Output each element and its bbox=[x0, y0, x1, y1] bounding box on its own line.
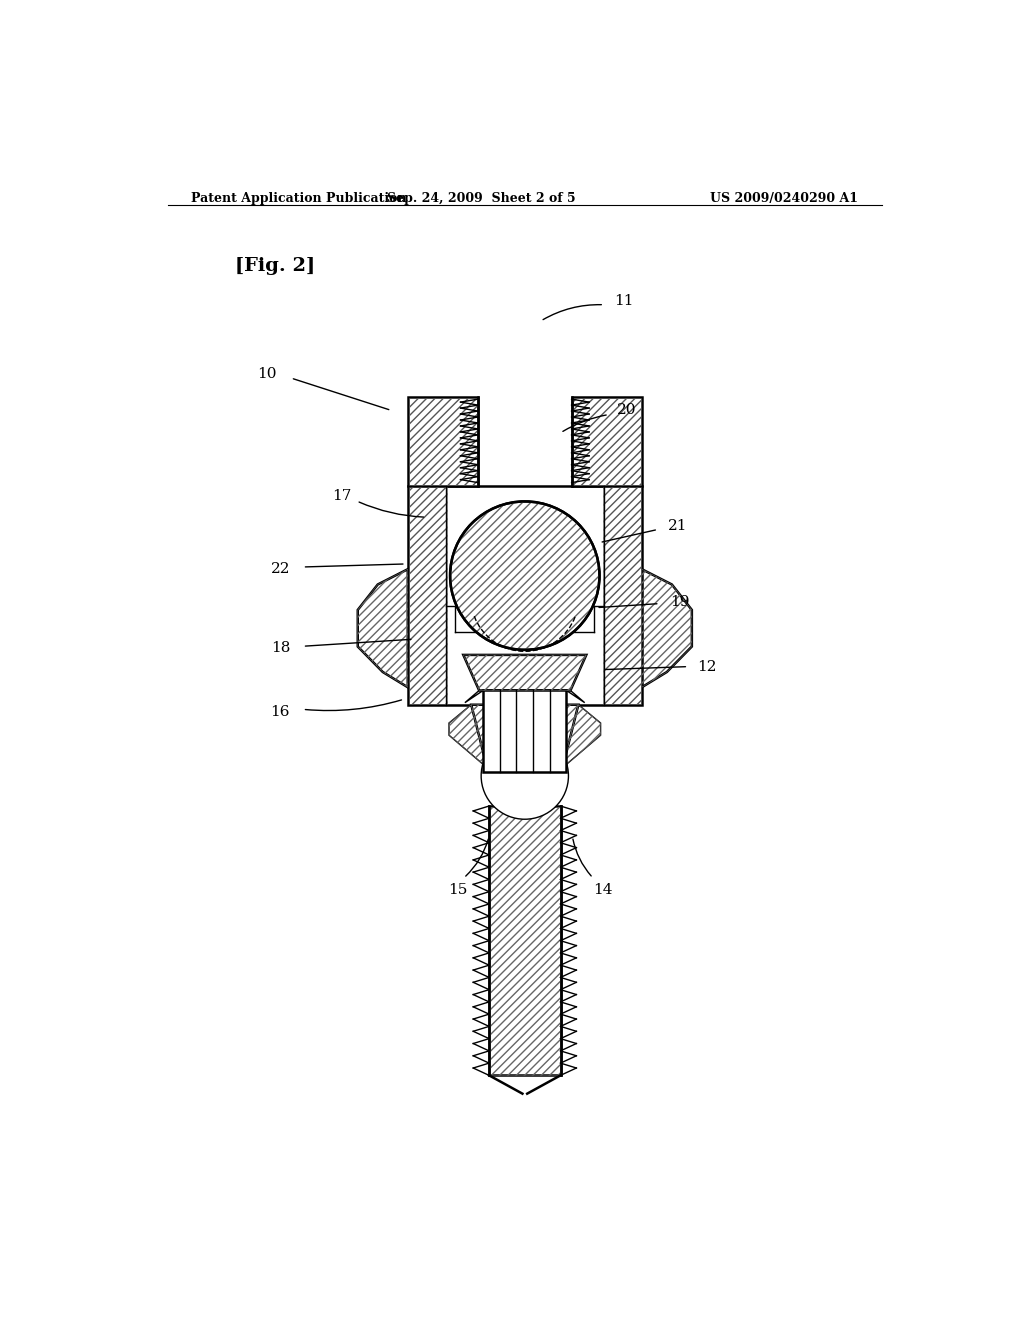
Text: 14: 14 bbox=[593, 883, 612, 898]
Text: 16: 16 bbox=[270, 705, 290, 719]
Bar bbox=[489, 807, 560, 1074]
Bar bbox=[603, 487, 641, 704]
Text: US 2009/0240290 A1: US 2009/0240290 A1 bbox=[710, 191, 858, 205]
Polygon shape bbox=[566, 690, 585, 702]
Circle shape bbox=[451, 502, 599, 649]
Text: [Fig. 2]: [Fig. 2] bbox=[236, 257, 315, 275]
Polygon shape bbox=[562, 705, 601, 768]
Text: Patent Application Publication: Patent Application Publication bbox=[191, 191, 407, 205]
Polygon shape bbox=[471, 705, 579, 768]
Text: 17: 17 bbox=[333, 488, 352, 503]
Text: 22: 22 bbox=[270, 562, 290, 576]
Text: 19: 19 bbox=[670, 594, 689, 609]
Bar bbox=[408, 486, 642, 705]
Bar bbox=[408, 397, 478, 486]
Polygon shape bbox=[463, 655, 587, 690]
Text: 21: 21 bbox=[669, 519, 688, 533]
Text: 11: 11 bbox=[614, 293, 634, 308]
Circle shape bbox=[481, 733, 568, 820]
Polygon shape bbox=[449, 705, 487, 768]
Text: 10: 10 bbox=[257, 367, 276, 381]
Bar bbox=[409, 487, 446, 704]
Text: 15: 15 bbox=[447, 883, 467, 898]
Text: 20: 20 bbox=[616, 404, 636, 417]
Bar bbox=[483, 690, 566, 772]
Bar bbox=[572, 397, 641, 486]
Bar bbox=[409, 397, 477, 486]
Polygon shape bbox=[465, 690, 483, 702]
Text: 18: 18 bbox=[270, 642, 290, 655]
Polygon shape bbox=[642, 569, 692, 688]
Text: 12: 12 bbox=[697, 660, 717, 673]
Bar bbox=[571, 397, 642, 486]
Bar bbox=[489, 807, 560, 1076]
Text: Sep. 24, 2009  Sheet 2 of 5: Sep. 24, 2009 Sheet 2 of 5 bbox=[387, 191, 575, 205]
Polygon shape bbox=[357, 569, 408, 688]
